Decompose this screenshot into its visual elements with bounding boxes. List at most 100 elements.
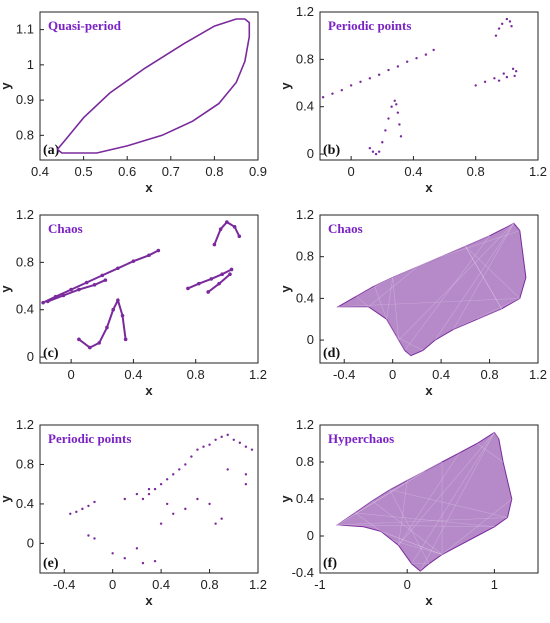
x-tick-label: -1 <box>314 577 326 592</box>
data-point <box>331 92 334 95</box>
data-point <box>508 20 512 23</box>
y-tick-label: 1.2 <box>296 207 314 222</box>
attractor-texture <box>386 277 393 320</box>
x-axis-label: x <box>145 383 153 398</box>
attractor-texture <box>389 461 443 491</box>
y-tick-label: 0.8 <box>16 127 34 142</box>
attractor-texture <box>404 235 490 351</box>
data-point <box>172 473 175 476</box>
x-tick-label: -0.4 <box>333 367 355 382</box>
attractor-texture <box>356 296 369 307</box>
panel-d: -0.4 0 0.4 0.8 1.2 0 0.4 0.8 1.2 x y Chaos (d) <box>278 207 547 398</box>
data-point <box>184 507 187 511</box>
data-point <box>368 146 372 150</box>
panel-e: -0.4 0 0.4 0.8 1.2 0 0.4 0.8 1.2 x y Periodic point… <box>0 417 267 608</box>
y-tick-label: 0.8 <box>296 51 314 66</box>
attractor-texture <box>389 489 508 518</box>
data-point <box>393 99 396 103</box>
panel-title: Periodic points <box>48 431 131 446</box>
attractor-texture <box>441 498 513 555</box>
data-point <box>135 492 139 496</box>
attractor-region <box>336 222 527 357</box>
data-point <box>398 123 401 126</box>
attractor-texture <box>337 470 425 526</box>
x-tick-label: 0 <box>404 577 411 592</box>
trajectory-line <box>56 18 251 154</box>
data-point <box>220 435 223 439</box>
data-point <box>93 537 96 540</box>
data-point <box>424 53 428 56</box>
data-point <box>93 500 96 504</box>
data-point <box>81 507 84 511</box>
x-tick-label: 0 <box>68 367 75 382</box>
attractor-texture <box>372 500 443 555</box>
attractor-texture <box>368 266 418 307</box>
panel-label: (c) <box>43 346 59 361</box>
attractor-texture <box>420 432 495 572</box>
data-point <box>178 468 181 471</box>
data-point <box>208 443 211 446</box>
data-point <box>159 483 163 486</box>
data-point <box>87 504 90 508</box>
data-point <box>208 502 211 506</box>
data-point <box>69 512 72 515</box>
y-tick-label: 0.4 <box>296 491 314 506</box>
panel-c: 0 0.4 0.8 1.2 0 0.4 0.8 1.2 x y Chaos (c) <box>0 207 267 398</box>
data-point <box>377 73 381 76</box>
y-tick-label: 1.2 <box>16 417 34 432</box>
attractor-texture <box>374 245 466 287</box>
attractor-texture <box>494 432 500 440</box>
data-point <box>349 84 353 87</box>
y-tick-label: 0 <box>27 349 34 364</box>
attractor-texture <box>337 517 508 526</box>
panel-label: (b) <box>323 143 340 158</box>
data-point <box>359 80 362 84</box>
data-point <box>147 487 151 491</box>
attractor-texture <box>354 489 390 514</box>
data-point <box>493 77 496 80</box>
attractor-texture <box>398 452 460 546</box>
data-point <box>387 117 390 120</box>
data-point <box>147 492 151 496</box>
plot-frame <box>319 11 539 161</box>
data-point <box>395 103 398 106</box>
data-point <box>226 433 229 437</box>
y-tick-label: 0.9 <box>16 92 34 107</box>
panel-title: Chaos <box>48 221 83 236</box>
data-point <box>141 561 145 565</box>
y-tick-label: 0.4 <box>16 496 34 511</box>
data-point <box>123 497 126 501</box>
data-point <box>202 445 205 448</box>
y-tick-label: 0.4 <box>16 302 34 317</box>
attractor-texture <box>374 223 514 287</box>
attractor-texture <box>465 246 502 309</box>
attractor-texture <box>407 461 443 481</box>
data-point <box>238 441 242 444</box>
data-point <box>172 512 175 515</box>
chaos-curve <box>213 220 241 245</box>
y-tick-label: 1.2 <box>296 417 314 432</box>
data-point <box>497 79 501 82</box>
y-tick-label: 0.8 <box>16 456 34 471</box>
x-tick-label: 0.4 <box>152 577 170 592</box>
attractor-texture <box>337 512 356 526</box>
y-axis-label: y <box>278 82 293 90</box>
y-tick-label: 0.4 <box>296 99 314 114</box>
data-point <box>399 135 403 138</box>
data-point <box>377 150 381 153</box>
x-tick-label: -0.4 <box>53 577 75 592</box>
panel-title: Chaos <box>328 221 363 236</box>
panel-title: Periodic points <box>328 18 411 33</box>
y-tick-label: 0.8 <box>296 249 314 264</box>
data-point <box>244 473 248 476</box>
x-tick-label: 0.8 <box>187 367 205 382</box>
y-axis-label: y <box>0 285 13 293</box>
attractor-texture <box>453 298 520 330</box>
data-point <box>384 129 387 132</box>
data-point <box>220 517 223 520</box>
data-point <box>483 80 487 84</box>
plot-frame <box>39 11 259 161</box>
x-tick-label: 0.9 <box>249 164 267 179</box>
data-point <box>123 557 126 560</box>
attractor-texture <box>398 432 495 546</box>
